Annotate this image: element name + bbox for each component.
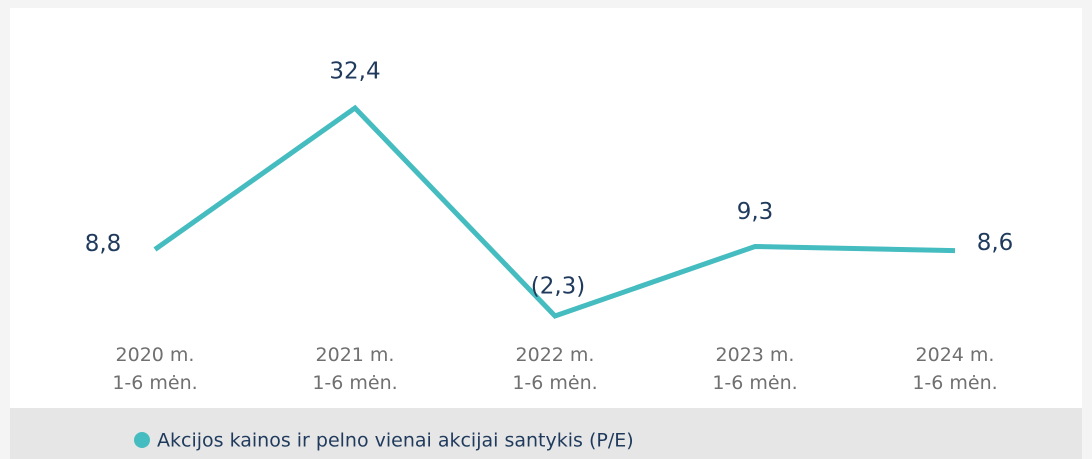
line [153, 104, 956, 319]
x-tick-label: 2021 m. 1-6 mėn. [312, 344, 398, 394]
x-tick-label: 2023 m. 1-6 mėn. [712, 344, 798, 394]
x-tick-label: 2020 m. 1-6 mėn. [112, 344, 198, 394]
data-label: 32,4 [329, 59, 380, 85]
data-label: (2,3) [531, 274, 586, 300]
chart-area [10, 8, 1082, 408]
data-label: 9,3 [737, 199, 774, 225]
x-tick-label: 2022 m. 1-6 mėn. [512, 344, 598, 394]
legend-label: Akcijos kainos ir pelno vienai akcijai s… [157, 430, 634, 452]
legend-bar [10, 408, 1082, 459]
legend-marker [134, 432, 150, 448]
x-tick-label: 2024 m. 1-6 mėn. [912, 344, 998, 394]
data-label: 8,6 [977, 230, 1014, 256]
data-label: 8,8 [85, 231, 122, 257]
